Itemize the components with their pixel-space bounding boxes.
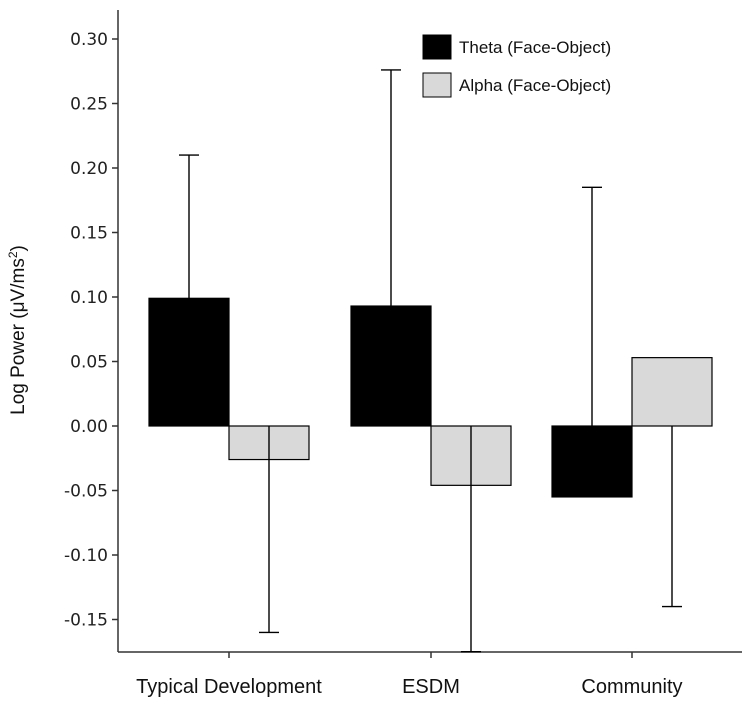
y-tick-label: 0.00 bbox=[70, 417, 108, 437]
y-axis-title-close: ) bbox=[8, 245, 29, 251]
legend-swatch bbox=[422, 34, 452, 60]
y-axis-title: Log Power (μV/ms2) bbox=[6, 245, 29, 415]
x-category-label: Community bbox=[581, 676, 682, 698]
y-tick-label: 0.25 bbox=[70, 95, 108, 115]
y-axis-title-main: Log Power (μV/ms bbox=[8, 258, 29, 415]
legend-label: Theta (Face-Object) bbox=[459, 38, 611, 57]
legend-swatch bbox=[422, 72, 452, 98]
y-tick-label: 0.30 bbox=[70, 30, 108, 50]
bar-theta bbox=[551, 425, 633, 498]
legend: Theta (Face-Object) Alpha (Face-Object) bbox=[422, 34, 611, 98]
x-category-label: ESDM bbox=[402, 676, 460, 698]
y-tick-label: -0.05 bbox=[64, 482, 108, 502]
x-category-label: Typical Development bbox=[136, 676, 322, 698]
y-tick-label: -0.10 bbox=[64, 546, 108, 566]
y-tick-label: 0.05 bbox=[70, 353, 108, 373]
legend-label: Alpha (Face-Object) bbox=[459, 76, 611, 95]
x-axis: Typical Development ESDM Community bbox=[118, 651, 742, 698]
bars bbox=[148, 297, 713, 498]
y-axis: 0.30 0.25 0.20 0.15 0.10 0.05 0.00 -0.05 -0.10 -0… bbox=[64, 10, 119, 652]
y-axis-title-superscript: 2 bbox=[6, 251, 20, 258]
error-bars bbox=[179, 69, 682, 653]
bar-alpha bbox=[631, 357, 713, 427]
y-tick-label: 0.15 bbox=[70, 224, 108, 244]
y-tick-label: 0.20 bbox=[70, 159, 108, 179]
y-tick-label: 0.10 bbox=[70, 288, 108, 308]
y-tick-label: -0.15 bbox=[64, 611, 108, 631]
